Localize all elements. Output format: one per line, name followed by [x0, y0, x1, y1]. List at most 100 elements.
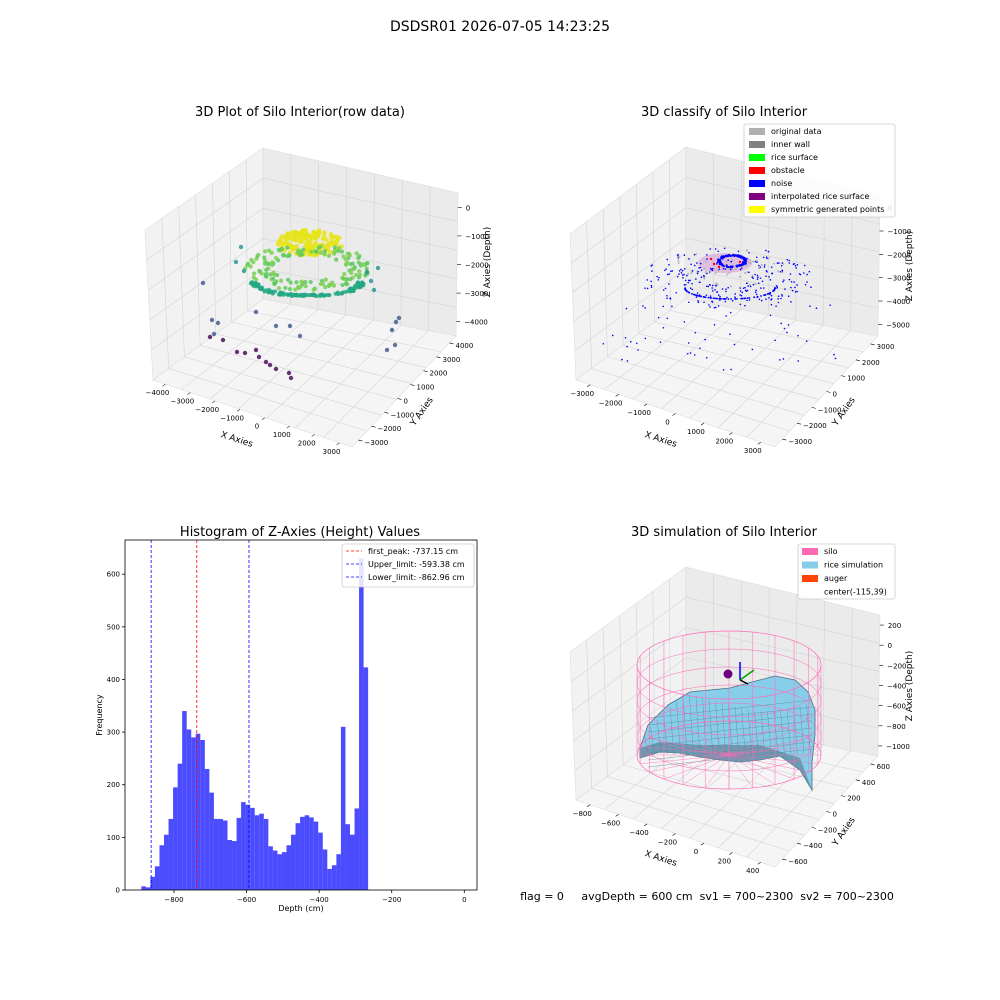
- noise-point: [756, 261, 758, 264]
- panel4-x-tick: [700, 842, 705, 846]
- histogram-y-tick-label: 0: [116, 887, 120, 895]
- raw-point: [297, 333, 303, 339]
- auger-center-marker: [723, 669, 733, 679]
- raw-point: [284, 292, 289, 297]
- panel2-y-tick: [855, 359, 861, 362]
- noise-point: [738, 264, 741, 267]
- histogram-y-tick-label: 600: [107, 571, 120, 579]
- panel2-x-tick-label: −1000: [627, 409, 651, 417]
- noise-point: [699, 262, 702, 265]
- raw-point: [297, 238, 303, 244]
- panel1-gridline: [181, 304, 291, 390]
- raw-point: [357, 268, 362, 274]
- panel4-x-tick-label: −600: [601, 819, 620, 827]
- raw-point: [266, 261, 271, 266]
- panel1-xlabel: X Axies: [219, 430, 254, 450]
- noise-point: [756, 295, 759, 298]
- noise-point: [734, 296, 736, 298]
- noise-point: [781, 262, 784, 264]
- rice-mesh-line: [721, 702, 727, 758]
- noise-point: [730, 260, 733, 263]
- noise-point: [705, 285, 708, 288]
- panel2-gridline: [717, 325, 824, 429]
- panel2-gridline: [654, 321, 849, 369]
- original-point: [728, 271, 731, 274]
- panel1-gridline: [161, 218, 170, 369]
- panel4-z-tick-label: 0: [888, 642, 892, 650]
- legend-swatch: [802, 575, 818, 582]
- panel2-y-tick-label: −2000: [803, 422, 827, 430]
- histogram-bar: [236, 817, 242, 890]
- noise-point: [746, 297, 749, 300]
- original-point: [776, 270, 779, 273]
- noise-point: [751, 276, 754, 278]
- noise-point: [714, 284, 717, 287]
- panel1-gridline: [238, 314, 346, 409]
- raw-point: [296, 293, 301, 298]
- noise-point: [810, 286, 812, 289]
- noise-point: [714, 248, 717, 250]
- noise-point: [749, 285, 752, 288]
- panel2-gridline: [572, 207, 880, 293]
- histogram-bar: [300, 816, 305, 890]
- noise-point: [770, 266, 773, 268]
- noise-point: [694, 331, 697, 334]
- noise-point: [686, 274, 688, 277]
- histogram-bar: [331, 865, 337, 890]
- noise-point: [699, 347, 701, 349]
- noise-point: [715, 306, 717, 309]
- silo-floor-spoke: [705, 722, 730, 756]
- noise-point: [697, 270, 699, 273]
- raw-point: [308, 279, 313, 285]
- noise-point: [678, 273, 680, 275]
- raw-point: [360, 280, 365, 285]
- noise-point: [794, 291, 797, 293]
- noise-point: [626, 345, 628, 348]
- noise-point: [668, 273, 670, 275]
- raw-point: [356, 284, 361, 289]
- histogram-bar: [291, 834, 296, 890]
- noise-point: [717, 250, 720, 253]
- noise-point: [763, 264, 766, 266]
- noise-point: [726, 296, 728, 299]
- raw-point: [396, 315, 402, 321]
- noise-point: [683, 273, 685, 276]
- panel4-gridline: [573, 657, 879, 742]
- noise-point: [708, 271, 711, 273]
- panel4-zlabel: Z Axies (Depth): [905, 651, 915, 722]
- raw-point: [311, 292, 316, 297]
- noise-point: [733, 343, 736, 346]
- noise-point: [650, 286, 653, 288]
- noise-point: [757, 276, 759, 279]
- original-point: [781, 271, 784, 274]
- histogram-bar: [227, 840, 233, 890]
- raw-point: [276, 247, 281, 253]
- noise-point: [768, 297, 770, 299]
- noise-point: [691, 288, 694, 291]
- rice-surface-shadow: [640, 742, 812, 790]
- noise-point: [706, 254, 708, 256]
- raw-point: [336, 235, 342, 241]
- panel2-y-tick: [826, 391, 831, 393]
- obstacle-point: [717, 265, 721, 269]
- noise-point: [744, 304, 746, 307]
- raw-point: [259, 287, 264, 292]
- noise-point: [725, 264, 728, 266]
- raw-point: [323, 284, 328, 290]
- noise-point: [717, 258, 719, 261]
- silo-floor-spoke: [728, 754, 795, 780]
- raw-point: [306, 241, 312, 247]
- histogram-x-tick-label: −800: [164, 896, 183, 904]
- noise-point: [774, 339, 776, 342]
- panel2-y-tick-label: −3000: [788, 438, 812, 446]
- raw-point: [234, 349, 240, 355]
- noise-point: [754, 291, 757, 293]
- noise-point: [714, 297, 716, 300]
- panel1-gridline: [212, 183, 217, 334]
- raw-point: [340, 290, 345, 295]
- raw-point: [327, 293, 332, 298]
- original-point: [726, 273, 729, 276]
- noise-point: [757, 282, 760, 285]
- noise-point: [687, 279, 690, 282]
- rice-mesh-line: [647, 699, 813, 719]
